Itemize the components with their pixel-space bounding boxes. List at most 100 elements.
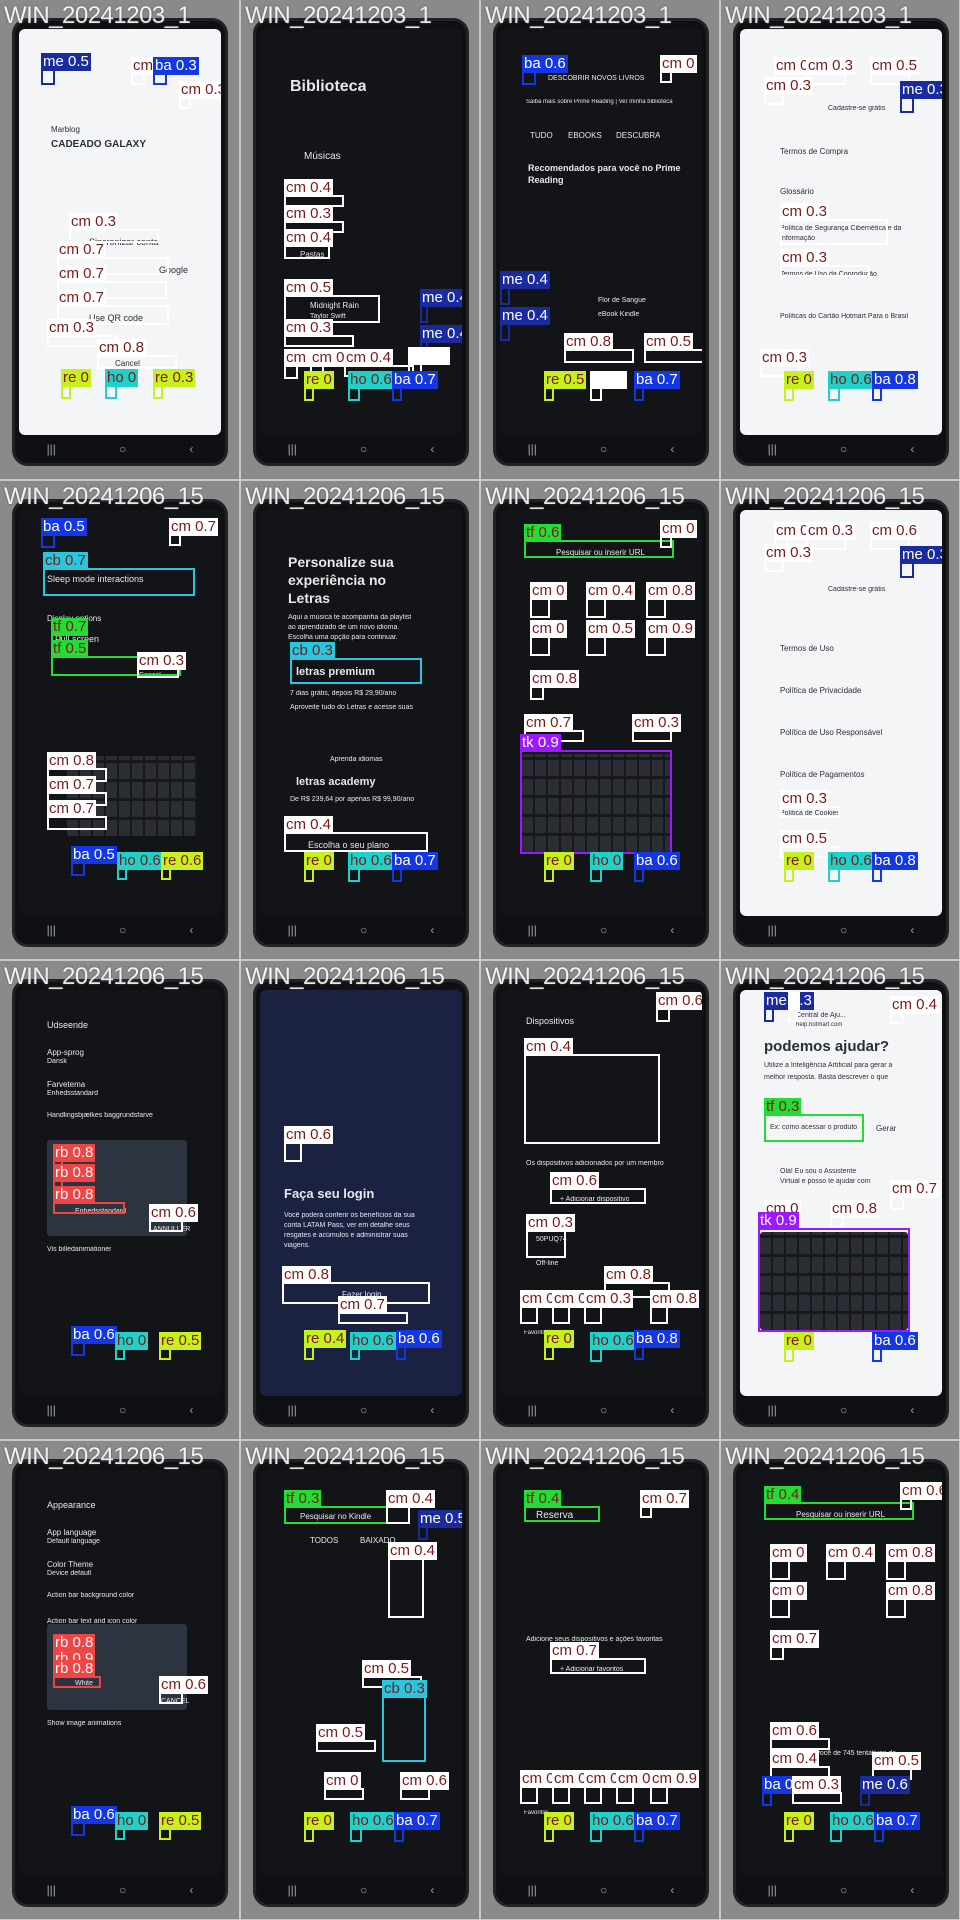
back-icon[interactable]: ‹ xyxy=(189,442,194,456)
phone-screen: Central de Aju... help.hotmart.com podemos… xyxy=(740,990,942,1396)
recents-icon[interactable]: ||| xyxy=(287,1883,297,1897)
phone-frame: Appearance App language Default language Co… xyxy=(12,1459,228,1907)
detection-label: cm 0 xyxy=(520,1290,557,1308)
detection-box-ho: ho 0.6 xyxy=(590,1812,636,1842)
detection-box-tf: tf 0.5 xyxy=(51,640,181,676)
recents-icon[interactable]: ||| xyxy=(767,442,777,456)
recents-icon[interactable]: ||| xyxy=(46,1403,56,1417)
detection-label: ba 0.5 xyxy=(41,518,87,536)
recents-icon[interactable]: ||| xyxy=(287,1403,297,1417)
recents-icon[interactable]: ||| xyxy=(46,442,56,456)
back-icon[interactable]: ‹ xyxy=(670,1883,675,1897)
android-nav-bar: ||| ○ ‹ xyxy=(256,916,466,944)
recents-icon[interactable]: ||| xyxy=(767,1403,777,1417)
home-icon[interactable]: ○ xyxy=(360,1883,368,1897)
detection-box-cm: cm 0.7 xyxy=(640,1490,690,1518)
screen-text: Default language xyxy=(47,1538,100,1545)
screenshot-tile: WIN_20241206_15 Udseende App-sprog Dansk Far… xyxy=(0,961,239,1439)
back-icon[interactable]: ‹ xyxy=(910,442,915,456)
tile-filename: WIN_20241203_1 xyxy=(245,2,432,29)
tile-filename: WIN_20241206_15 xyxy=(725,1443,925,1470)
screen-text: ao aprendizado de um novo idioma. xyxy=(288,624,400,631)
home-icon[interactable]: ○ xyxy=(840,1403,848,1417)
back-icon[interactable]: ‹ xyxy=(189,923,194,937)
home-icon[interactable]: ○ xyxy=(119,923,127,937)
screen-text: Adicione seus dispositivos e ações favor… xyxy=(526,1636,663,1643)
detection-label: cm 0.6 xyxy=(400,1772,450,1790)
recents-icon[interactable]: ||| xyxy=(527,923,537,937)
home-icon[interactable]: ○ xyxy=(119,1403,127,1417)
screenshot-tile: WIN_20241206_15 Sleep mode interactions Di… xyxy=(0,481,239,959)
recents-icon[interactable]: ||| xyxy=(767,923,777,937)
recents-icon[interactable]: ||| xyxy=(287,442,297,456)
home-icon[interactable]: ○ xyxy=(119,1883,127,1897)
home-icon[interactable]: ○ xyxy=(360,442,368,456)
recents-icon[interactable]: ||| xyxy=(527,1403,537,1417)
home-icon[interactable]: ○ xyxy=(600,923,608,937)
phone-screen: Biblioteca Músicas Pastas Midnight Rain Tayl… xyxy=(260,29,462,435)
detection-label: re 0.3 xyxy=(153,369,196,387)
recents-icon[interactable]: ||| xyxy=(767,1883,777,1897)
screen-text: BAIXADO xyxy=(360,1536,396,1545)
home-icon[interactable]: ○ xyxy=(119,442,127,456)
screen-text: Política de Cookies xyxy=(780,810,840,817)
back-icon[interactable]: ‹ xyxy=(910,1403,915,1417)
detection-box-me: me 0.3 xyxy=(900,81,942,113)
back-icon[interactable]: ‹ xyxy=(670,442,675,456)
back-icon[interactable]: ‹ xyxy=(430,1883,435,1897)
detection-label: cm 0 xyxy=(660,55,697,73)
tile-filename: WIN_20241206_15 xyxy=(245,963,445,990)
screen-text: Action bar text and icon color xyxy=(47,1618,138,1625)
screen-text: + Adicionar favoritos xyxy=(560,1666,624,1673)
recents-icon[interactable]: ||| xyxy=(46,923,56,937)
phone-screen: Reserva Adicione seus dispositivos e açõe… xyxy=(500,1470,702,1876)
detection-label: cm 0.3 xyxy=(792,1776,842,1794)
detection-label: cm 0.4 xyxy=(344,349,394,367)
recents-icon[interactable]: ||| xyxy=(527,442,537,456)
home-icon[interactable]: ○ xyxy=(840,442,848,456)
screen-text: Política de Uso Responsável xyxy=(780,728,883,737)
home-icon[interactable]: ○ xyxy=(360,923,368,937)
back-icon[interactable]: ‹ xyxy=(189,1883,194,1897)
back-icon[interactable]: ‹ xyxy=(910,1883,915,1897)
detection-label: cm 0 xyxy=(774,57,811,75)
on-screen-keyboard[interactable] xyxy=(760,1232,908,1330)
screen-text: Color Theme xyxy=(47,1560,94,1569)
back-icon[interactable]: ‹ xyxy=(670,1403,675,1417)
screen-text: Glossário xyxy=(780,187,814,196)
detection-box-cm: cm 0 xyxy=(131,57,168,85)
detection-box-cm: cm 0.8 xyxy=(530,670,580,700)
detection-label: cm 0.3 xyxy=(284,205,334,223)
on-screen-keyboard[interactable] xyxy=(522,754,670,852)
back-icon[interactable]: ‹ xyxy=(430,923,435,937)
home-icon[interactable]: ○ xyxy=(360,1403,368,1417)
recents-icon[interactable]: ||| xyxy=(287,923,297,937)
home-icon[interactable]: ○ xyxy=(600,442,608,456)
detection-label: cm 0.8 xyxy=(886,1544,936,1562)
home-icon[interactable]: ○ xyxy=(840,1883,848,1897)
detection-box-ho: ho 0 xyxy=(115,1812,149,1840)
detection-label: cm 0 xyxy=(764,1200,801,1218)
recents-icon[interactable]: ||| xyxy=(527,1883,537,1897)
back-icon[interactable]: ‹ xyxy=(430,442,435,456)
back-icon[interactable]: ‹ xyxy=(670,923,675,937)
detection-label: me 0.6 xyxy=(860,1776,910,1794)
detection-label: me 0.3 xyxy=(900,81,942,99)
screen-text: Letras xyxy=(288,590,331,606)
detection-box-cm: cm 0.3 xyxy=(806,522,856,550)
back-icon[interactable]: ‹ xyxy=(189,1403,194,1417)
detection-label: cm 0.7 xyxy=(57,265,107,283)
detection-label: ba 0.8 xyxy=(634,1330,680,1348)
detection-box-ba: ba 0.5 xyxy=(71,846,117,876)
on-screen-keyboard[interactable] xyxy=(67,756,197,836)
home-icon[interactable]: ○ xyxy=(600,1403,608,1417)
android-nav-bar: ||| ○ ‹ xyxy=(256,1876,466,1904)
back-icon[interactable]: ‹ xyxy=(430,1403,435,1417)
home-icon[interactable]: ○ xyxy=(840,923,848,937)
home-icon[interactable]: ○ xyxy=(600,1883,608,1897)
detection-box-cm: cm 0 xyxy=(774,522,811,550)
detection-box-cm: cm 0 xyxy=(660,55,697,83)
back-icon[interactable]: ‹ xyxy=(910,923,915,937)
recents-icon[interactable]: ||| xyxy=(46,1883,56,1897)
detection-label: cm 0.3 xyxy=(760,349,810,367)
